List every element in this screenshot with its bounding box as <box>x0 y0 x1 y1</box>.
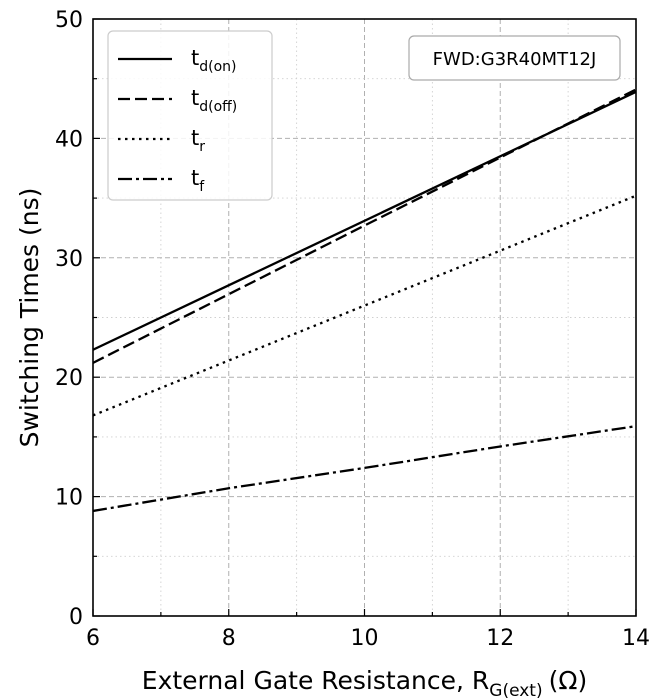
x-tick-label: 6 <box>86 626 100 651</box>
x-axis-label-main: External Gate Resistance, R <box>142 666 489 695</box>
legend-label: tf <box>191 166 205 195</box>
legend-label: td(off) <box>191 86 237 115</box>
annotation-frame <box>408 35 621 81</box>
x-tick-label: 8 <box>222 626 236 651</box>
legend-label: td(on) <box>191 46 236 75</box>
annotation-text: FWD:G3R40MT12J <box>433 49 597 70</box>
x-axis-label: External Gate Resistance, RG(ext) (Ω) <box>142 666 587 698</box>
y-axis-label: Switching Times (ns) <box>15 188 44 448</box>
annotation-badge: FWD:G3R40MT12J <box>408 35 621 81</box>
y-tick-label: 0 <box>69 605 83 630</box>
legend: td(on) td(off) tr tf <box>107 30 273 201</box>
y-tick-label: 50 <box>55 8 83 33</box>
series-line-f <box>93 425 636 513</box>
series-layer <box>93 88 636 513</box>
legend-frame <box>107 30 273 201</box>
tick-layer: 6 8 10 12 14 0 10 20 30 40 50 <box>55 8 650 651</box>
legend-label: tr <box>191 126 205 155</box>
y-tick-label: 20 <box>55 366 83 391</box>
y-tick-label: 30 <box>55 247 83 272</box>
x-axis-label-unit: (Ω) <box>549 666 588 695</box>
y-tick-label: 10 <box>55 486 83 511</box>
x-tick-label: 14 <box>622 626 650 651</box>
y-tick-label: 40 <box>55 127 83 152</box>
x-tick-label: 12 <box>486 626 514 651</box>
series-line-d(on) <box>93 90 636 351</box>
x-tick-label: 10 <box>351 626 379 651</box>
x-axis-label-sub: G(ext) <box>489 681 542 698</box>
